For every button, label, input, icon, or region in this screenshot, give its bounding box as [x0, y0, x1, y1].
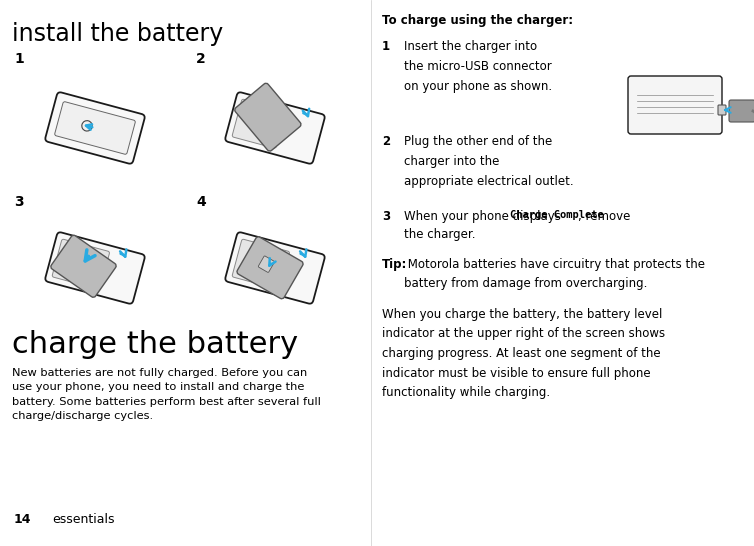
FancyBboxPatch shape: [55, 102, 135, 155]
FancyBboxPatch shape: [232, 99, 286, 148]
Text: To charge using the charger:: To charge using the charger:: [382, 14, 573, 27]
Text: Plug the other end of the
charger into the
appropriate electrical outlet.: Plug the other end of the charger into t…: [404, 135, 574, 188]
FancyBboxPatch shape: [45, 92, 145, 164]
Text: Charge Complete: Charge Complete: [510, 210, 604, 220]
Text: the charger.: the charger.: [404, 228, 476, 241]
FancyBboxPatch shape: [52, 239, 109, 289]
FancyBboxPatch shape: [225, 92, 325, 164]
Text: install the battery: install the battery: [12, 22, 223, 46]
Text: Motorola batteries have circuitry that protects the
battery from damage from ove: Motorola batteries have circuitry that p…: [404, 258, 705, 289]
Text: New batteries are not fully charged. Before you can
use your phone, you need to : New batteries are not fully charged. Bef…: [12, 368, 321, 421]
FancyBboxPatch shape: [51, 235, 116, 298]
FancyBboxPatch shape: [225, 233, 325, 304]
FancyBboxPatch shape: [45, 233, 145, 304]
FancyBboxPatch shape: [628, 76, 722, 134]
FancyBboxPatch shape: [729, 100, 754, 122]
Text: 1: 1: [382, 40, 390, 53]
Text: 2: 2: [382, 135, 390, 148]
Text: 4: 4: [196, 195, 206, 209]
Text: 2: 2: [196, 52, 206, 66]
Text: essentials: essentials: [52, 513, 115, 526]
Text: charge the battery: charge the battery: [12, 330, 298, 359]
Text: When you charge the battery, the battery level
indicator at the upper right of t: When you charge the battery, the battery…: [382, 308, 665, 399]
Text: Tip:: Tip:: [382, 258, 407, 271]
FancyBboxPatch shape: [234, 83, 301, 151]
Text: 3: 3: [14, 195, 23, 209]
Text: 3: 3: [382, 210, 390, 223]
Text: 14: 14: [14, 513, 32, 526]
Text: , remove: , remove: [578, 210, 630, 223]
FancyBboxPatch shape: [718, 105, 726, 115]
Text: When your phone displays: When your phone displays: [404, 210, 565, 223]
FancyBboxPatch shape: [232, 239, 290, 289]
Text: Insert the charger into
the micro-USB connector
on your phone as shown.: Insert the charger into the micro-USB co…: [404, 40, 552, 93]
FancyBboxPatch shape: [237, 237, 303, 299]
FancyBboxPatch shape: [259, 256, 274, 272]
Text: 1: 1: [14, 52, 23, 66]
